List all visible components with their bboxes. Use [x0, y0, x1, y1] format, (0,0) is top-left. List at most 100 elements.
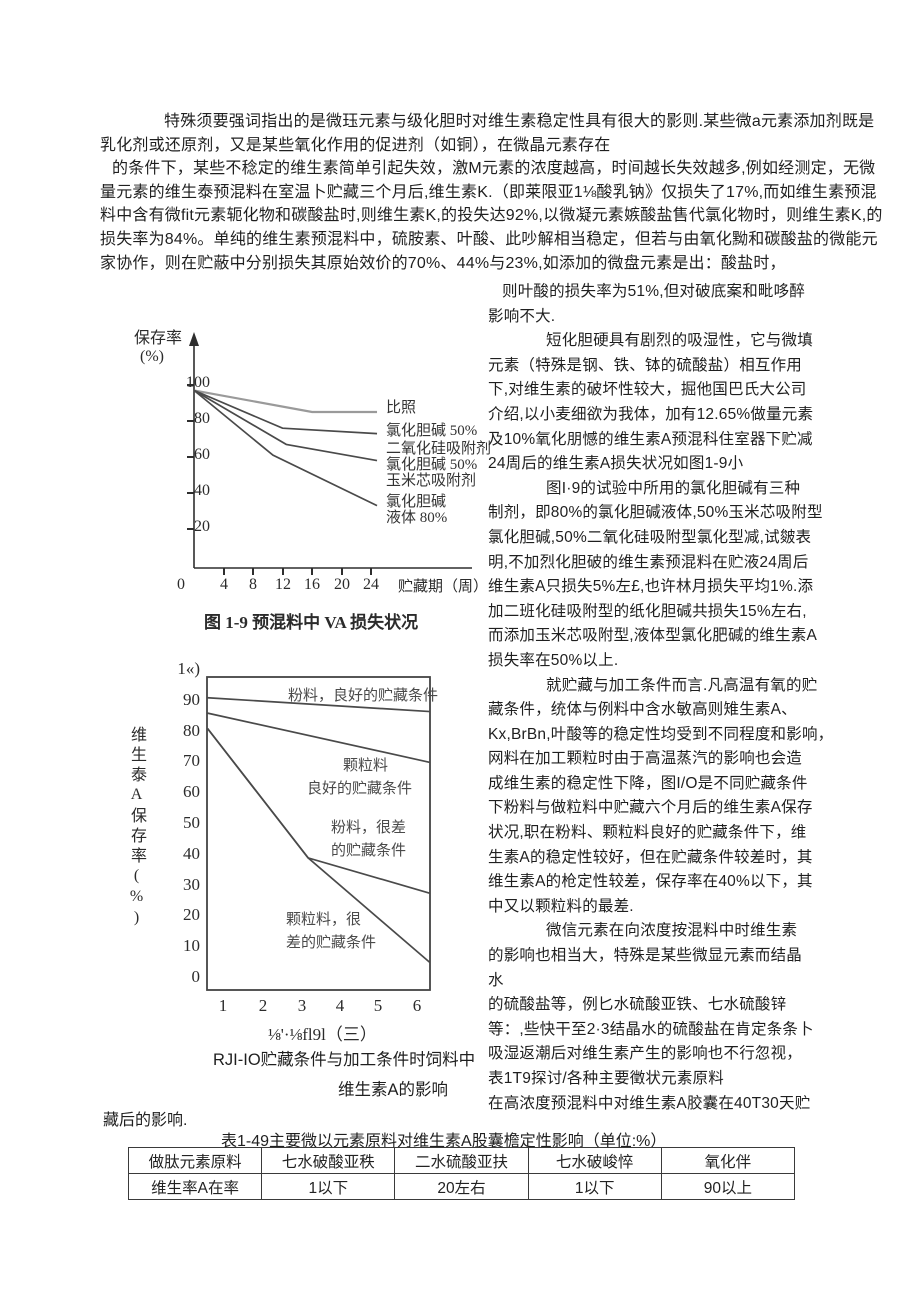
fig2-inplot-label: 的贮藏条件	[331, 843, 407, 859]
vitamin-a-stability-table: 做肽元素原料 七水破酸亚秩 二水硫酸亚扶 七水破峻悴 氧化伴 维生率A在率 1以下 20左右…	[127, 1147, 796, 1200]
fig1-y-axis-title-line2: (%)	[140, 348, 164, 365]
fig1-legend-entry: 氯化胆碱 50%	[386, 457, 478, 473]
text-line: 成维生素的稳定性下降，图I/O是不同贮藏条件	[488, 774, 808, 792]
series-line	[206, 727, 431, 895]
fig2-x-tick-label: 5	[373, 996, 383, 1015]
table-header-row: 做肽元素原料 七水破酸亚秩 二水硫酸亚扶 七水破峻悴 氧化伴	[127, 1147, 796, 1174]
text-line: 等：,些快干至2·3结晶水的硫酸盐在肯定条条卜	[488, 1020, 814, 1038]
right-column-text: 则叶酸的损失率为51%,但对破底案和毗哆醉 影响不大. 短化胆硬具有剧烈的吸湿性，它…	[488, 280, 833, 1116]
fig1-y-tick-label: 60	[194, 446, 210, 463]
text-line: 的硫酸盐等，例匕水硫酸亚铁、七水硫酸锌	[488, 996, 787, 1014]
fig2-inplot-label: 粉料，良好的贮藏条件	[288, 688, 439, 704]
fig2-x-axis-title: ⅛'·⅛fl9l（三）	[268, 1025, 377, 1044]
fig2-y-tick-label: 50	[183, 813, 200, 832]
text-line: 而添加玉米芯吸附型,液体型氯化肥碱的维生素A	[488, 627, 818, 645]
fig1-x-tick-label: 24	[363, 576, 379, 593]
fig1-legend-entry: 比照	[386, 400, 417, 416]
fig1-x-tick-label: 16	[304, 576, 320, 593]
fig1-legend-entry: 玉米芯吸附剂	[386, 473, 477, 489]
fig2-y-tick-label: 80	[183, 720, 200, 740]
fig2-inplot-label: 差的贮藏条件	[286, 935, 377, 951]
text-line: 就贮藏与加工条件而言.凡高温有氧的贮	[546, 676, 818, 694]
table-header-cell: 做肽元素原料	[127, 1147, 263, 1174]
text-line: 维生素A只损失5%左£,也许林月损失平均1%.添	[488, 578, 814, 596]
fig2-x-tick-label: 1	[218, 996, 228, 1015]
fig1-x-tick-label: 12	[275, 576, 291, 593]
fig2-inplot-label: 良好的贮藏条件	[307, 781, 413, 797]
text-line: 加二班化硅吸附型的纸化胆碱共损失15%左右,	[488, 602, 807, 620]
fig2-plot-frame	[206, 676, 431, 991]
series-line	[193, 389, 378, 462]
fig1-x-tick-label: 4	[220, 576, 228, 593]
text-line: 中又以颗粒料的最差.	[488, 897, 634, 915]
text-line: 明,不加烈化胆破的维生素预混料在贮液24周后	[488, 553, 809, 571]
fig2-x-tick-label: 4	[335, 996, 345, 1015]
text-line: 介绍,以小麦细欲为我体，加有12.65%做量元素	[488, 405, 814, 423]
text-line: 网料在加工颗粒时由于高温蒸汽的影响也会造	[488, 750, 803, 768]
text-line: 乳化剂或还原剂，又是某些氧化作用的促进剂（如铜），在微晶元素存在	[100, 136, 611, 154]
table-header-cell: 二水硫酸亚扶	[394, 1147, 529, 1174]
text-line: 生素A的稳定性较好，但在贮藏条件较差时，其	[488, 848, 813, 866]
fig2-x-tick-label: 6	[412, 996, 422, 1015]
series-line	[207, 696, 431, 713]
text-line: 下粉料与做粒料中贮藏六个月后的维生素A保存	[488, 799, 813, 817]
series-line	[193, 389, 378, 435]
fig2-y-tick-label: 20	[183, 905, 200, 925]
fig1-x-ticks	[223, 568, 372, 575]
text-line: 则叶酸的损失率为51%,但对破底案和毗哆醉	[502, 283, 806, 300]
fig2-inplot-label: 颗粒料	[343, 758, 389, 774]
text-line: 微信元素在向浓度按混料中时维生素	[546, 922, 798, 940]
fig2-y-tick-label: 60	[183, 782, 200, 802]
text-line: 损失率为84%。单纯的维生素预混料中，硫胺素、叶酸、此吵解相当稳定，但若与由氧化…	[100, 230, 878, 248]
fig1-y-axis-title-line1: 保存率	[134, 330, 183, 347]
fig2-y-tick-label: 10	[183, 936, 200, 956]
text-line: 藏条件，统体与例料中含水敏高则雉生素A、	[488, 701, 797, 719]
text-line: 吸湿返潮后对维生素产生的影响也不行忽视，	[488, 1045, 803, 1063]
text-line: 维生素A的枪定性较差，保存率在40%以下，其	[488, 873, 813, 891]
text-line: 及10%氧化朋憾的维生素A预混科住室器下贮减	[488, 430, 813, 448]
fig1-y-tick-label: 40	[194, 482, 210, 499]
fig1-y-tick-label: 80	[194, 410, 210, 427]
table-cell: 1以下	[527, 1173, 662, 1200]
fig1-x-axis-title: 贮藏期（周）	[398, 579, 489, 595]
fig1-y-axis-arrow	[189, 332, 199, 346]
fig1-y-tick-label: 20	[194, 518, 210, 535]
series-line	[193, 389, 378, 414]
fig2-line-chart	[206, 676, 431, 991]
fig2-inplot-label: 粉料，很差	[331, 820, 407, 836]
text-line: 元素（特殊是钢、铁、钵的硫酸盐）相互作用	[488, 356, 803, 374]
fig2-inplot-label: 颗粒料，很	[286, 912, 362, 928]
fig1-x-tick-label: 0	[177, 576, 185, 593]
text-line: 制剂，即80%的氯化胆碱液体,50%玉米芯吸附型	[488, 504, 823, 522]
text-line: 的影响也相当大，特殊是某些微显元素而结晶	[488, 947, 803, 965]
table-header-cell: 氧化伴	[660, 1147, 796, 1174]
fig2-y-tick-label: 70	[183, 751, 200, 771]
text-line: 表1T9探讨/各种主要徵状元素原料	[488, 1070, 724, 1087]
fig1-caption: 图 1-9 预混料中 VA 损失状况	[204, 613, 419, 632]
table-cell: 90以上	[660, 1173, 796, 1200]
text-line: 水	[488, 971, 504, 989]
text-line: 特殊须要强词指出的是微珏元素与级化胆时对维生素稳定性具有很大的影则.某些微a元素…	[164, 113, 875, 130]
table-row: 维生率A在率 1以下 20左右 1以下 90以上	[127, 1173, 796, 1200]
fig1-legend-entry: 氯化胆碱	[386, 494, 447, 510]
continuation-line: 藏后的影响.	[103, 1112, 188, 1129]
fig2-y-tick-label: 40	[183, 843, 200, 863]
table-cell: 20左右	[394, 1173, 529, 1200]
text-line: 损失率在50%以上.	[488, 651, 619, 669]
text-line: 图I·9的试验中所用的氯化胆碱有三种	[546, 479, 801, 497]
fig1-line-chart	[187, 332, 472, 575]
fig2-y-tick-label: 30	[183, 874, 200, 894]
table-title: 表1-49主要微以元素原料对维生素A股囊檐定性影响（单位:%）	[221, 1133, 667, 1150]
text-line: 短化胆硬具有剧烈的吸湿性，它与微填	[546, 332, 813, 350]
text-line: 量元素的维生泰预混料在室温卜贮藏三个月后,维生素K.（即莱限亚1⅛酸乳钠》仅损失…	[100, 183, 877, 201]
top-paragraph: 特殊须要强词指出的是微珏元素与级化胆时对维生素稳定性具有很大的影则.某些微a元素…	[100, 110, 882, 275]
series-line	[206, 727, 431, 964]
text-line: 氯化胆碱,50%二氧化硅吸附型氯化型减,试皴表	[488, 528, 812, 546]
text-line: 状况,职在粉料、颗粒料良好的贮藏条件下，维	[488, 824, 807, 842]
fig1-legend-entry: 液体 80%	[386, 510, 448, 526]
text-line: 在高浓度预混料中对维生素A胶囊在40T30天贮	[488, 1094, 811, 1112]
fig1-legend-entry: 氯化胆碱 50%	[386, 423, 478, 439]
fig2-series-lines	[206, 696, 431, 964]
fig1-legend-entry: 二氧化硅吸附剂	[386, 441, 492, 457]
